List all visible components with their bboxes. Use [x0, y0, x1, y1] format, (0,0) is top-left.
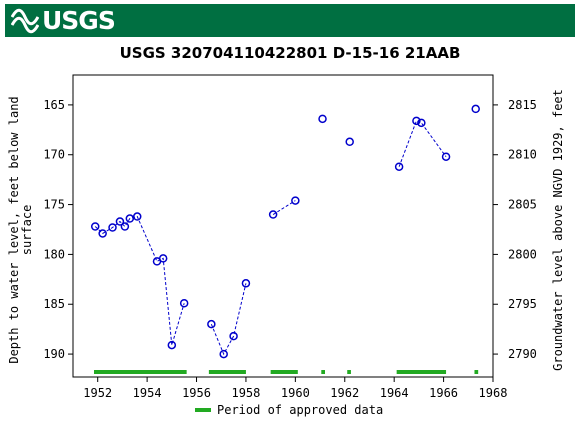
data-point: [318, 114, 327, 124]
usgs-wave-icon: [11, 8, 39, 33]
data-point: [394, 162, 404, 171]
x-tick-label: 1966: [429, 386, 458, 400]
data-point: [108, 223, 117, 232]
series-line: [210, 283, 247, 356]
y-right-tick-label: 2800: [508, 247, 537, 261]
data-point: [417, 118, 426, 128]
x-tick-label: 1960: [281, 386, 310, 400]
data-point: [471, 104, 480, 114]
y-left-tick-label: 190: [43, 347, 65, 361]
data-point: [291, 196, 300, 205]
y-axis-right: 2815 2810 2805 2800 2795 2790: [493, 98, 537, 361]
usgs-banner: USGS: [5, 4, 575, 37]
series-line: [398, 120, 447, 167]
data-point: [441, 152, 451, 161]
x-tick-label: 1954: [133, 386, 162, 400]
series-points: [90, 104, 480, 359]
x-tick-label: 1952: [83, 386, 112, 400]
data-point: [90, 222, 100, 231]
y-left-tick-label: 180: [43, 247, 65, 261]
y-left-tick-label: 185: [43, 297, 65, 311]
usgs-logo[interactable]: USGS: [11, 6, 116, 35]
y-axis-right-label: Groundwater level above NGVD 1929, feet: [551, 89, 565, 371]
x-tick-label: 1962: [330, 386, 359, 400]
data-point: [167, 340, 177, 350]
x-tick-label: 1956: [182, 386, 211, 400]
series-lines: [94, 120, 447, 356]
y-right-tick-label: 2790: [508, 347, 537, 361]
y-right-tick-label: 2815: [508, 98, 537, 112]
y-left-tick-label: 175: [43, 198, 65, 212]
y-right-tick-label: 2805: [508, 198, 537, 212]
y-axis-left-label-line1: Depth to water level, feet below land: [7, 96, 21, 363]
series-line: [272, 200, 296, 215]
data-point: [268, 210, 278, 219]
data-point: [241, 279, 251, 288]
data-point: [412, 116, 421, 126]
y-left-tick-label: 170: [43, 148, 65, 162]
y-left-tick-label: 165: [43, 98, 65, 112]
data-point: [345, 137, 354, 147]
x-tick-label: 1958: [231, 386, 260, 400]
y-axis-left: 165 170 175 180 185 190: [43, 98, 73, 361]
legend: Period of approved data: [195, 403, 383, 417]
x-tick-label: 1968: [479, 386, 508, 400]
data-point: [132, 212, 142, 221]
y-right-tick-label: 2810: [508, 148, 537, 162]
chart-title: USGS 320704110422801 D-15-16 21AAB: [120, 44, 461, 62]
x-axis: 1952 1954 1956 1958 1960 1962 1964 1966 1968: [83, 377, 507, 400]
data-point: [179, 298, 189, 308]
x-tick-label: 1964: [380, 386, 409, 400]
data-point: [207, 319, 216, 329]
data-point: [219, 349, 228, 359]
plot-frame: [72, 74, 494, 378]
y-right-tick-label: 2795: [508, 297, 537, 311]
data-point: [98, 229, 107, 238]
data-point: [115, 217, 125, 226]
data-point: [158, 254, 168, 263]
series-line: [94, 215, 185, 346]
data-point: [120, 222, 130, 231]
legend-approved-label: Period of approved data: [217, 403, 383, 417]
data-point: [125, 214, 135, 223]
data-point: [229, 331, 238, 341]
y-axis-left-label-line2: surface: [20, 205, 34, 256]
usgs-logo-text: USGS: [42, 6, 116, 35]
